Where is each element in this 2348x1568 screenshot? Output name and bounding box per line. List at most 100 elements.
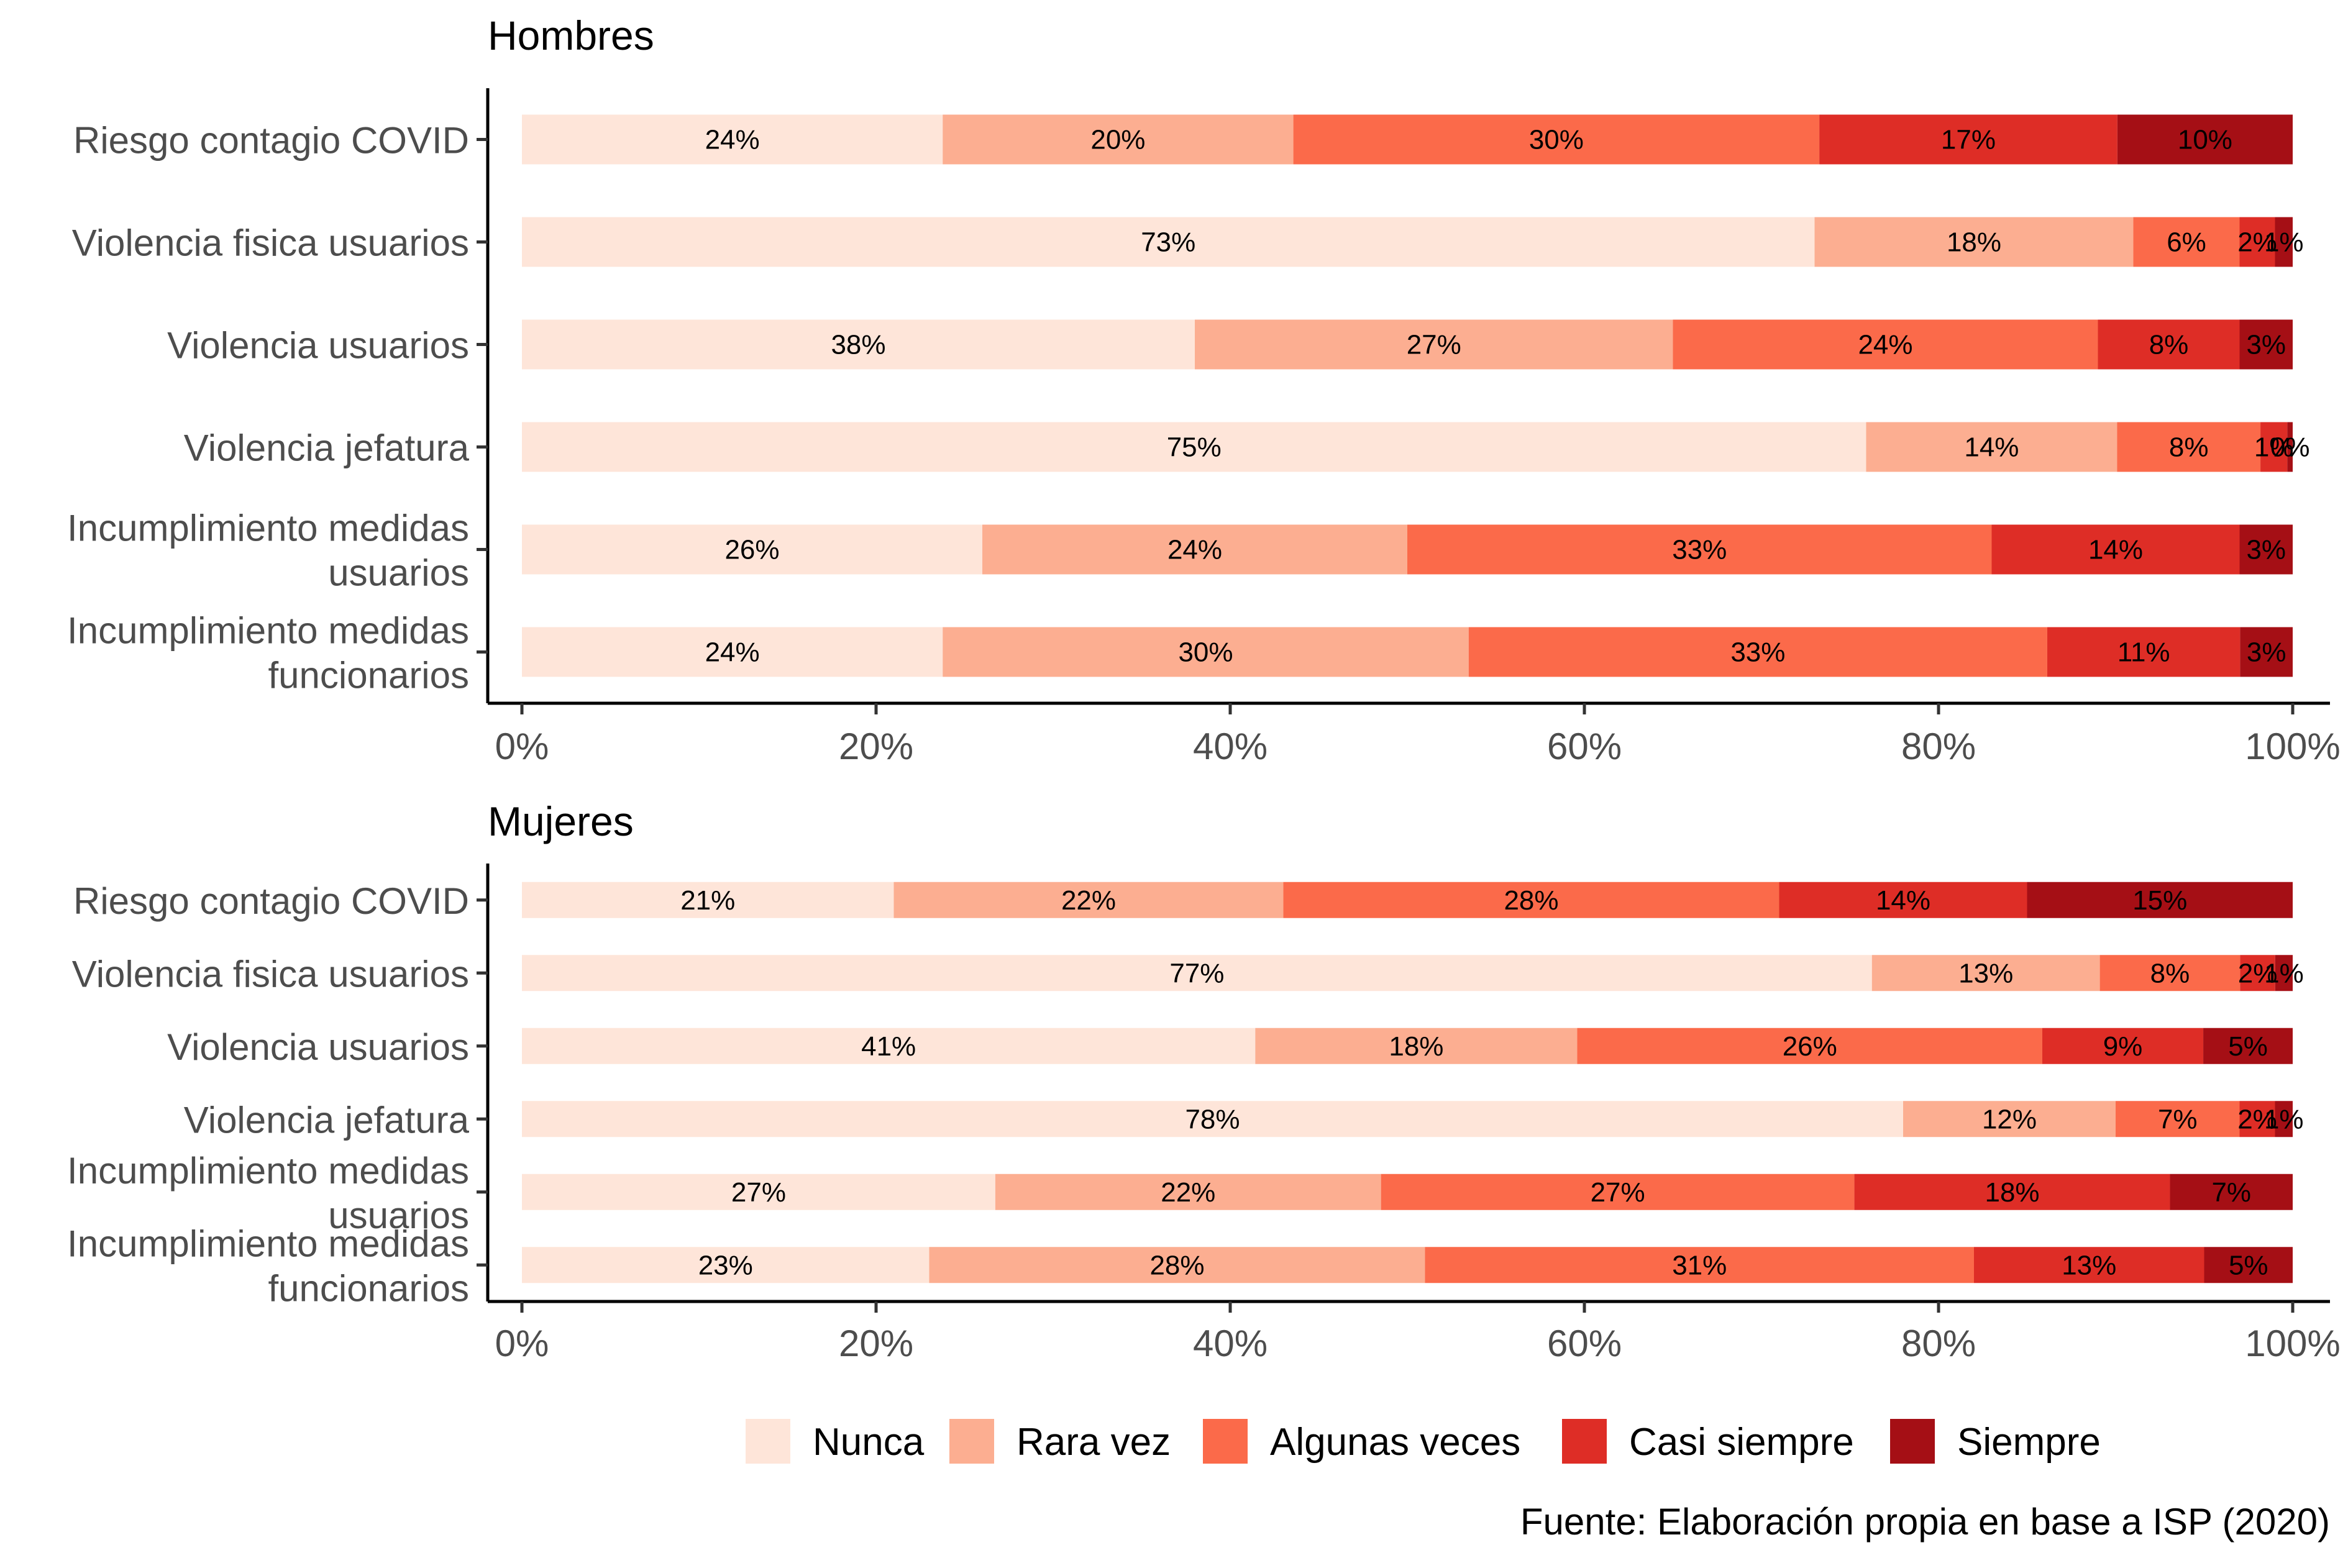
bar-segment	[522, 1247, 930, 1283]
bar-segment	[2287, 422, 2293, 472]
x-tick-label: 80%	[1901, 1323, 1976, 1364]
x-tick-label: 100%	[2245, 1323, 2340, 1364]
x-tick-label: 0%	[495, 726, 549, 767]
bar-segment	[2275, 955, 2293, 991]
bar-segment	[1854, 1174, 2170, 1210]
bar-segment	[2117, 114, 2293, 165]
data-label: 78%	[1185, 1104, 1240, 1134]
data-label: 73%	[1141, 227, 1195, 258]
data-label: 9%	[2103, 1031, 2143, 1062]
data-label: 24%	[1858, 330, 1912, 360]
data-label: 18%	[1985, 1177, 2039, 1208]
bar-segment	[522, 1101, 1903, 1137]
data-label: 24%	[705, 637, 760, 668]
data-label: 12%	[1982, 1104, 2037, 1134]
bar-segment	[522, 1174, 995, 1210]
bar-segment	[1974, 1247, 2204, 1283]
bar-segment	[1255, 1028, 1578, 1064]
y-tick-label: Incumplimiento medidas	[67, 610, 469, 652]
x-tick-label: 0%	[495, 1323, 549, 1364]
panel-title: Mujeres	[488, 798, 634, 844]
bar-segment	[1283, 882, 1779, 918]
data-label: 14%	[2088, 535, 2143, 565]
data-label: 8%	[2169, 432, 2209, 463]
data-label: 14%	[1964, 432, 2019, 463]
y-tick-label: Violencia fisica usuarios	[72, 222, 469, 264]
bar-segment	[893, 882, 1284, 918]
data-label: 15%	[2132, 885, 2187, 916]
bar-segment	[2170, 1174, 2293, 1210]
data-label: 5%	[2229, 1250, 2268, 1280]
bar-segment	[2027, 882, 2293, 918]
y-tick-label: Incumplimiento medidas	[67, 508, 469, 549]
data-label: 24%	[1167, 535, 1222, 565]
data-label: 33%	[1672, 535, 1727, 565]
bar-segment	[1819, 114, 2117, 165]
y-tick-label: Violencia jefatura	[184, 1099, 470, 1141]
legend-label: Siempre	[1957, 1421, 2101, 1464]
data-label: 5%	[2228, 1031, 2268, 1062]
x-tick-label: 20%	[839, 726, 913, 767]
bar-segment	[982, 524, 1407, 575]
bar-segment	[1577, 1028, 2042, 1064]
data-label: 2%	[2238, 958, 2278, 988]
data-label: 18%	[1947, 227, 2001, 258]
data-label: 1%	[2264, 227, 2304, 258]
panel-mujeres: Mujeres Riesgo contagio COVID Violencia fi…	[67, 798, 2341, 1364]
data-label: 22%	[1061, 885, 1116, 916]
data-label: 10%	[2178, 125, 2232, 155]
data-label: 41%	[861, 1031, 916, 1062]
data-label: 22%	[1161, 1177, 1215, 1208]
bar-segment	[2239, 1101, 2275, 1137]
bar-segment	[2240, 955, 2275, 991]
bar-segment	[2275, 1101, 2293, 1137]
x-tick-label: 80%	[1901, 726, 1976, 767]
bar-segment	[2047, 627, 2241, 677]
data-label: 6%	[2167, 227, 2206, 258]
bar-segment	[2275, 217, 2293, 267]
bar-segment	[1673, 319, 2098, 370]
bar-segment	[943, 627, 1469, 677]
y-tick-label: Riesgo contagio COVID	[73, 120, 469, 162]
data-label: 33%	[1730, 637, 1785, 668]
y-tick-label: funcionarios	[268, 1267, 469, 1309]
x-tick-label: 40%	[1193, 1323, 1268, 1364]
bar-segment	[2204, 1247, 2293, 1283]
bar-segment	[522, 422, 1866, 472]
legend: Nunca Rara vez Algunas veces Casi siempre Si…	[746, 1419, 2101, 1464]
bar-segment	[522, 319, 1195, 370]
bar-segment	[1195, 319, 1673, 370]
bar-segment	[2117, 422, 2261, 472]
data-label: 23%	[698, 1250, 753, 1280]
x-tick-label: 20%	[839, 1323, 913, 1364]
data-label: 30%	[1529, 125, 1584, 155]
bar-segment	[522, 1028, 1256, 1064]
y-tick-label: Violencia usuarios	[167, 325, 469, 367]
data-label: 27%	[1591, 1177, 1645, 1208]
data-label: 1%	[2264, 958, 2304, 988]
panel-hombres: Hombres Riesgo contagio COVID Violencia fi…	[67, 12, 2341, 767]
y-tick-label: Incumplimiento medidas	[67, 1150, 469, 1192]
data-label: 20%	[1090, 125, 1145, 155]
caption: Fuente: Elaboración propia en base a ISP…	[1520, 1501, 2330, 1543]
bar-segment	[1381, 1174, 1855, 1210]
y-tick-label: Incumplimiento medidas	[67, 1223, 469, 1264]
y-tick-label: Violencia usuarios	[167, 1026, 469, 1068]
y-tick-label: usuarios	[328, 552, 469, 594]
data-label: 1%	[2254, 432, 2294, 463]
legend-swatch	[746, 1419, 790, 1464]
data-label: 2%	[2237, 1104, 2277, 1134]
bar-segment	[1407, 524, 1992, 575]
bar-segment	[2240, 627, 2293, 677]
bar-segment	[1779, 882, 2027, 918]
data-label: 7%	[2211, 1177, 2251, 1208]
data-label: 21%	[680, 885, 735, 916]
x-tick-label: 60%	[1547, 1323, 1622, 1364]
bar-segment	[995, 1174, 1381, 1210]
y-tick-label: usuarios	[328, 1195, 469, 1236]
bar-segment	[2042, 1028, 2204, 1064]
bar-segment	[929, 1247, 1425, 1283]
legend-label: Nunca	[813, 1421, 925, 1464]
data-label: 2%	[2237, 227, 2277, 258]
